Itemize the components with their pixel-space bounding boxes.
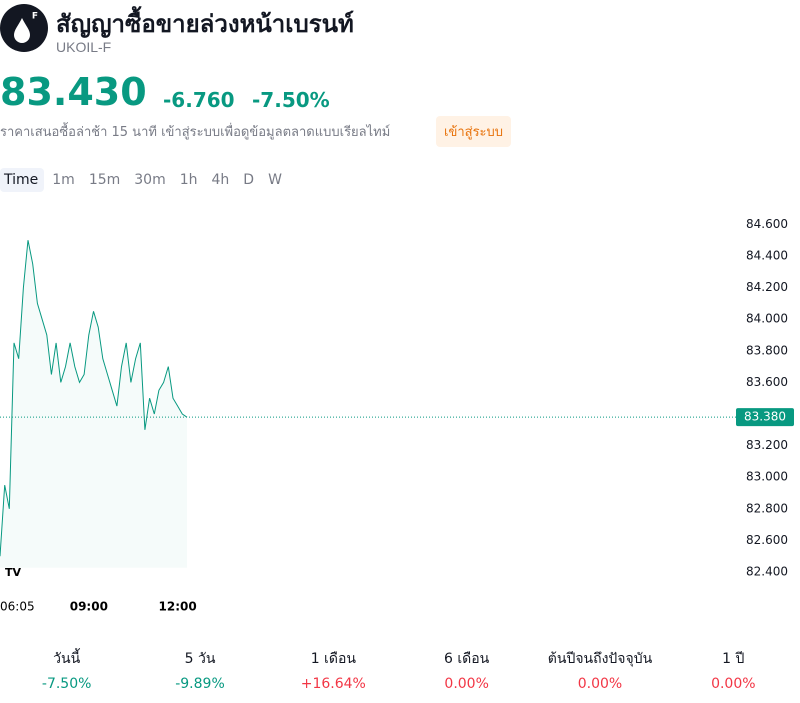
logo-badge: F xyxy=(32,12,38,22)
tv-logo: TV xyxy=(0,560,26,584)
y-tick-label: 82.800 xyxy=(746,501,788,515)
period: 1 ปี 0.00% xyxy=(667,648,800,692)
interval-tab[interactable]: 1h xyxy=(179,172,198,188)
period-change: 0.00% xyxy=(444,676,489,692)
period-change: 0.00% xyxy=(577,676,623,692)
y-tick-label: 84.200 xyxy=(746,280,788,294)
period-change: 0.00% xyxy=(711,676,756,692)
y-tick-label: 84.600 xyxy=(746,217,788,231)
y-tick-label: 82.600 xyxy=(746,533,788,547)
x-tick-label: 09:00 xyxy=(70,600,108,614)
title: สัญญาซื้อขายล่วงหน้าเบรนท์ xyxy=(56,10,354,38)
y-tick-label: 83.200 xyxy=(746,438,788,452)
period-change: -7.50% xyxy=(41,676,92,692)
last-price-label: 83.380 xyxy=(744,410,786,424)
chart: F TV 82.400 82.600 82.800 83.000 83.200 83.60… xyxy=(0,4,794,614)
change-percent: -7.50% xyxy=(252,88,330,112)
y-tick-label: 84.400 xyxy=(746,249,788,263)
interval-tabs: Time 1m 15m 30m 1h 4h D W xyxy=(0,168,288,192)
period: ต้นปีจนถึงปัจจุบัน 0.00% xyxy=(533,648,666,692)
x-tick-label: 12:00 xyxy=(159,600,197,614)
x-tick-label: 06:05 xyxy=(0,600,35,614)
symbol: UKOIL-F xyxy=(56,39,112,55)
line-area xyxy=(0,240,187,568)
interval-tab[interactable]: Time xyxy=(0,168,45,192)
interval-tab[interactable]: W xyxy=(268,172,282,188)
period-label: วันนี้ xyxy=(53,651,81,667)
last-price-tag xyxy=(736,408,794,427)
interval-tab[interactable]: 1m xyxy=(52,172,75,188)
interval-tab[interactable]: 15m xyxy=(88,172,121,188)
interval-tab[interactable]: D xyxy=(243,172,255,188)
period: 1 เดือน +16.64% xyxy=(267,648,400,692)
y-tick-label: 84.000 xyxy=(746,312,788,326)
delay-note: ราคาเสนอซื้อล่าช้า 15 นาที เข้าสู่ระบบเพ… xyxy=(0,125,391,140)
y-tick-label: 83.000 xyxy=(746,470,788,484)
period-change: -9.89% xyxy=(175,676,225,692)
period-label: 1 ปี xyxy=(722,651,745,667)
change: -6.760 xyxy=(163,88,235,112)
period: 6 เดือน 0.00% xyxy=(400,648,533,692)
period-stats: วันนี้ -7.50% 5 วัน -9.89% 1 เดือน +16.64% 6 เ… xyxy=(0,648,800,692)
price-line xyxy=(0,240,188,557)
y-tick-label: 83.600 xyxy=(746,375,788,389)
interval-tab[interactable]: 30m xyxy=(134,172,166,188)
period-label: ต้นปีจนถึงปัจจุบัน xyxy=(547,651,653,667)
y-tick-label: 83.800 xyxy=(746,343,788,357)
period: วันนี้ -7.50% xyxy=(0,648,133,692)
price: 83.430 xyxy=(0,70,147,114)
period-change: +16.64% xyxy=(300,676,366,692)
svg-text:TV: TV xyxy=(5,566,22,579)
interval-tab[interactable]: 4h xyxy=(211,172,230,188)
login-button[interactable]: เข้าสู่ระบบ xyxy=(436,116,512,147)
period-label: 6 เดือน xyxy=(444,651,490,667)
y-tick-label: 82.400 xyxy=(746,565,788,579)
period-label: 1 เดือน xyxy=(310,651,356,667)
period: 5 วัน -9.89% xyxy=(133,648,266,692)
logo-drop xyxy=(14,18,30,43)
period-label: 5 วัน xyxy=(184,651,216,667)
